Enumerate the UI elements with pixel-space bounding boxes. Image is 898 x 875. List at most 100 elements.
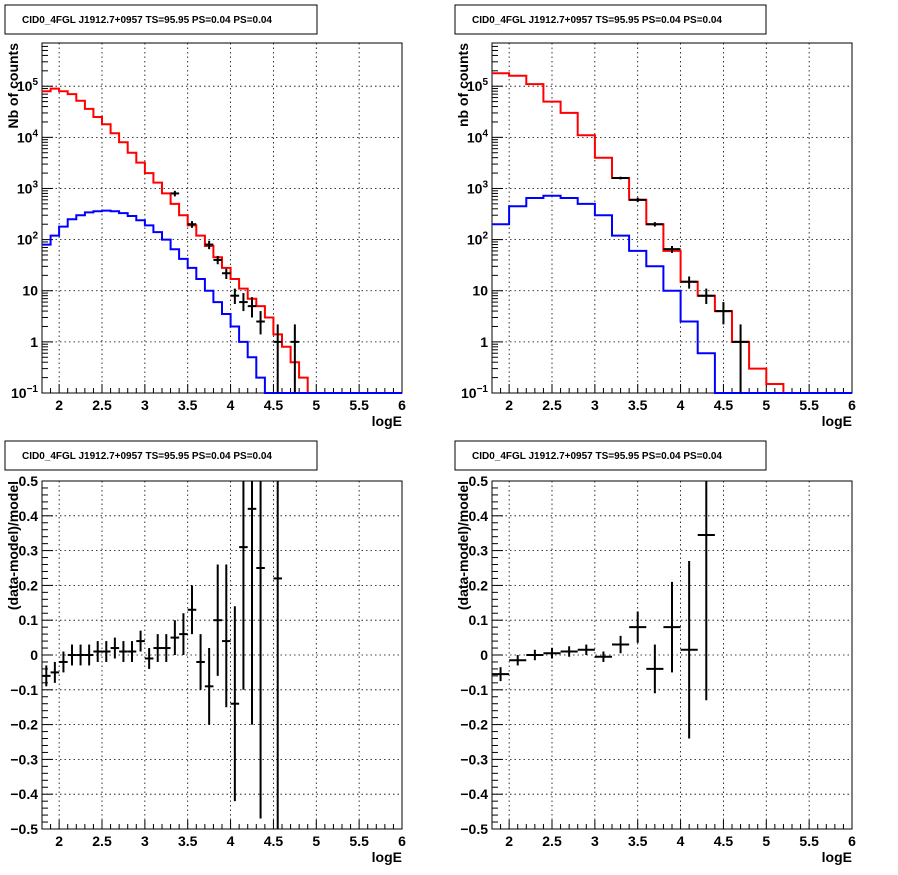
y-tick-label: 102 [467,231,489,248]
data-point [187,221,197,228]
chart-title: CID0_4FGL J1912.7+0957 TS=95.95 PS=0.04 … [22,15,272,26]
y-tick-label: −0.5 [10,821,38,837]
data-point [247,297,257,318]
x-tick-label: 2 [55,833,63,849]
title-box [4,440,318,471]
y-tick-label: 0.5 [19,473,39,489]
data-point [543,648,561,659]
x-tick-label: 2 [505,833,513,849]
y-tick-label: 10−1 [11,384,38,401]
chart-panel-2: 2 2.5 3 3.5 4 4.5 5 5.5 6 10−1 1 10 102 103 104 105 logE… [454,4,856,429]
data-point [560,646,578,657]
data-point [153,634,162,662]
data-point [273,481,282,829]
y-tick-label: 1 [480,334,488,350]
data-point [102,641,111,662]
data-point [204,240,214,250]
histogram-series-2 [42,209,402,394]
x-tick-label: 2.5 [542,397,562,413]
x-tick-label: 5.5 [799,397,819,413]
data-point [612,635,630,654]
data-point [222,564,231,708]
x-tick-label: 3 [591,397,599,413]
y-tick-label: −0.1 [10,682,38,698]
data-point [629,197,647,203]
x-tick-label: 2.5 [542,833,562,849]
data-point [256,311,265,335]
data-point [230,288,240,305]
chart-title: CID0_4FGL J1912.7+0957 TS=95.95 PS=0.04 … [22,451,272,462]
data-point [196,634,205,690]
y-tick-label: −0.1 [460,682,488,698]
data-point [136,630,145,652]
y-tick-label: −0.2 [460,717,488,733]
y-tick-label: 0 [30,647,38,663]
data-point [76,644,85,666]
data-point [84,644,94,666]
plot-frame [41,42,403,394]
y-tick-label: 10 [472,283,488,299]
data-point [187,585,197,635]
y-tick-label: 104 [17,128,39,145]
y-tick-label: 102 [17,231,39,248]
data-point [239,293,248,312]
title-box [454,440,767,471]
title-box [454,4,767,35]
y-tick-label: −0.2 [10,717,38,733]
data-point [179,613,188,655]
data-point [110,637,120,659]
x-tick-label: 6 [848,397,856,413]
data-point [680,561,698,739]
data-point [526,649,544,661]
histogram-series-1 [42,87,402,394]
x-tick-label: 3.5 [178,833,198,849]
x-tick-label: 4 [677,833,685,849]
y-tick-label: 0.4 [19,508,39,524]
data-point [256,481,265,819]
y-tick-label: 0.2 [469,577,489,593]
data-point [67,644,77,666]
x-tick-label: 5.5 [799,833,819,849]
data-point [509,655,527,666]
data-point [273,324,282,393]
chart-panel-1: 2 2.5 3 3.5 4 4.5 5 5.5 6 10−1 1 10 102 103 104 105 logE… [4,4,406,429]
x-axis-title: logE [822,849,852,865]
data-point [170,190,180,197]
x-tick-label: 3 [591,833,599,849]
x-tick-label: 6 [398,833,406,849]
x-tick-label: 2 [505,397,513,413]
data-point [42,665,51,687]
data-point [170,620,180,655]
x-tick-label: 4.5 [264,833,284,849]
y-axis-title: (data-model)/model [5,481,21,610]
x-tick-label: 4.5 [714,397,734,413]
x-tick-label: 5 [762,397,770,413]
x-tick-label: 2 [55,397,63,413]
data-point [577,644,595,655]
x-axis-title: logE [372,413,402,429]
y-tick-label: 0.3 [19,543,39,559]
x-tick-label: 3 [141,397,149,413]
y-tick-label: −0.3 [10,751,38,767]
x-tick-label: 3.5 [178,397,198,413]
data-point [646,222,664,227]
data-point [663,581,681,673]
x-tick-label: 5.5 [349,397,369,413]
data-point [127,641,137,662]
x-tick-label: 3.5 [628,397,648,413]
chart-panel-4: 2 2.5 3 3.5 4 4.5 5 5.5 6 −0.5 −0.4 −0.3 −0.2 −0.1 0 0.… [454,440,856,865]
y-tick-label: 103 [17,179,39,196]
y-tick-label: 105 [17,77,39,94]
data-point [213,564,222,676]
x-tick-label: 2.5 [92,833,112,849]
y-tick-label: 0.3 [469,543,489,559]
y-tick-label: −0.4 [460,786,488,802]
data-point [697,288,715,305]
data-point [239,481,248,690]
data-point [204,648,214,725]
x-axis-title: logE [822,413,852,429]
y-tick-label: −0.4 [10,786,38,802]
x-axis-title: logE [372,849,402,865]
x-tick-label: 3.5 [628,833,648,849]
